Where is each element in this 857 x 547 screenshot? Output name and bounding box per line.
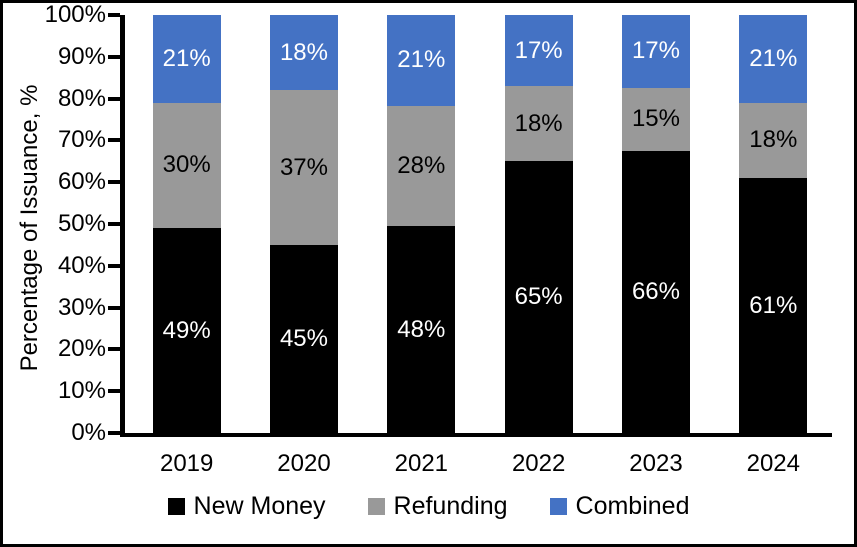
bar-segment-combined-2022: 17%: [504, 15, 573, 87]
y-tick-mark: [108, 222, 120, 226]
bar-2021: 48% 28% 21%: [387, 15, 456, 433]
bar-2019: 49% 30% 21%: [152, 15, 221, 433]
bar-segment-combined-2021: 21%: [387, 15, 456, 106]
x-tick-label-2022: 2022: [511, 450, 566, 477]
y-tick-label: 90%: [57, 42, 106, 70]
bar-2022: 65% 18% 17%: [504, 15, 573, 433]
bar-segment-refunding-2022: 18%: [504, 86, 573, 162]
bar-segment-combined-2019: 21%: [152, 15, 221, 103]
bar-segment-refunding-2024: 18%: [739, 102, 808, 179]
legend-swatch-icon: [549, 498, 567, 515]
y-tick-mark: [108, 96, 120, 101]
legend-swatch-icon: [367, 498, 385, 515]
bar-segment-new-money-2023: 66%: [621, 151, 690, 433]
bar-2023: 66% 15% 17%: [621, 14, 690, 433]
bar-segment-combined-2024: 21%: [739, 15, 808, 103]
bar-segment-combined-2020: 18%: [269, 15, 338, 91]
x-tick-label-2020: 2020: [277, 450, 331, 477]
bar-slot-2019: 49% 30% 21%: [128, 15, 245, 433]
bar-slot-2020: 45% 37% 18%: [245, 15, 362, 433]
bar-slot-2022: 65% 18% 17%: [480, 15, 597, 433]
y-tick-label: 50%: [57, 210, 106, 237]
bar-segment-refunding-2020: 37%: [269, 90, 338, 245]
legend-item-combined: Combined: [549, 492, 690, 521]
chart-legend: New Money Refunding Combined: [3, 492, 854, 521]
y-tick-label: 40%: [57, 251, 106, 279]
x-axis-labels: 2019 2020 2021 2022 2023 2024: [128, 450, 832, 478]
y-tick-mark: [108, 13, 120, 17]
y-tick-label: 10%: [57, 377, 106, 405]
y-tick-mark: [108, 263, 120, 268]
bar-slot-2024: 61% 18% 21%: [715, 15, 832, 433]
y-tick-label: 30%: [57, 293, 106, 321]
y-tick-label: 0%: [71, 419, 106, 446]
x-tick-label-2024: 2024: [746, 450, 800, 477]
x-axis-line: [120, 433, 832, 437]
x-tick-label-2019: 2019: [159, 450, 214, 477]
bar-2020: 45% 37% 18%: [269, 15, 338, 433]
y-tick-label: 70%: [57, 126, 106, 154]
plot-area: 49% 30% 21% 45% 37% 18% 48% 28% 21% 65% 18% 17% 66% 1…: [120, 14, 832, 437]
y-tick-label: 100%: [44, 1, 106, 28]
legend-label: Combined: [575, 492, 690, 520]
bar-segment-new-money-2021: 48%: [387, 226, 456, 433]
y-tick-mark: [108, 138, 120, 143]
bar-segment-new-money-2020: 45%: [269, 244, 338, 433]
bar-segment-combined-2023: 17%: [621, 14, 690, 88]
bar-segment-new-money-2022: 65%: [504, 161, 573, 433]
y-tick-label: 60%: [57, 168, 106, 196]
y-tick-label: 80%: [57, 84, 106, 112]
bar-segment-new-money-2019: 49%: [152, 228, 221, 433]
bar-segment-refunding-2021: 28%: [387, 105, 456, 227]
y-tick-label: 20%: [57, 335, 106, 363]
legend-swatch-icon: [167, 498, 185, 515]
y-tick-mark: [108, 347, 120, 352]
bar-slot-2021: 48% 28% 21%: [363, 15, 480, 433]
bar-segment-refunding-2023: 15%: [621, 87, 690, 152]
legend-item-new-money: New Money: [167, 492, 326, 521]
legend-label: Refunding: [393, 492, 508, 520]
y-tick-mark: [108, 305, 120, 310]
bar-segment-refunding-2019: 30%: [152, 102, 221, 229]
bar-segment-new-money-2024: 61%: [739, 178, 808, 433]
bar-2024: 61% 18% 21%: [739, 15, 808, 433]
x-tick-label-2023: 2023: [629, 450, 683, 477]
y-tick-mark: [108, 431, 120, 435]
legend-item-refunding: Refunding: [367, 492, 508, 521]
y-tick-mark: [108, 54, 120, 59]
y-tick-mark: [108, 389, 120, 394]
y-tick-mark: [108, 180, 120, 185]
bars-container: 49% 30% 21% 45% 37% 18% 48% 28% 21% 65% 18% 17% 66% 1…: [128, 14, 832, 433]
bar-slot-2023: 66% 15% 17%: [597, 14, 714, 433]
y-axis-line: [120, 15, 125, 437]
x-tick-label-2021: 2021: [394, 450, 449, 477]
legend-label: New Money: [193, 492, 326, 520]
